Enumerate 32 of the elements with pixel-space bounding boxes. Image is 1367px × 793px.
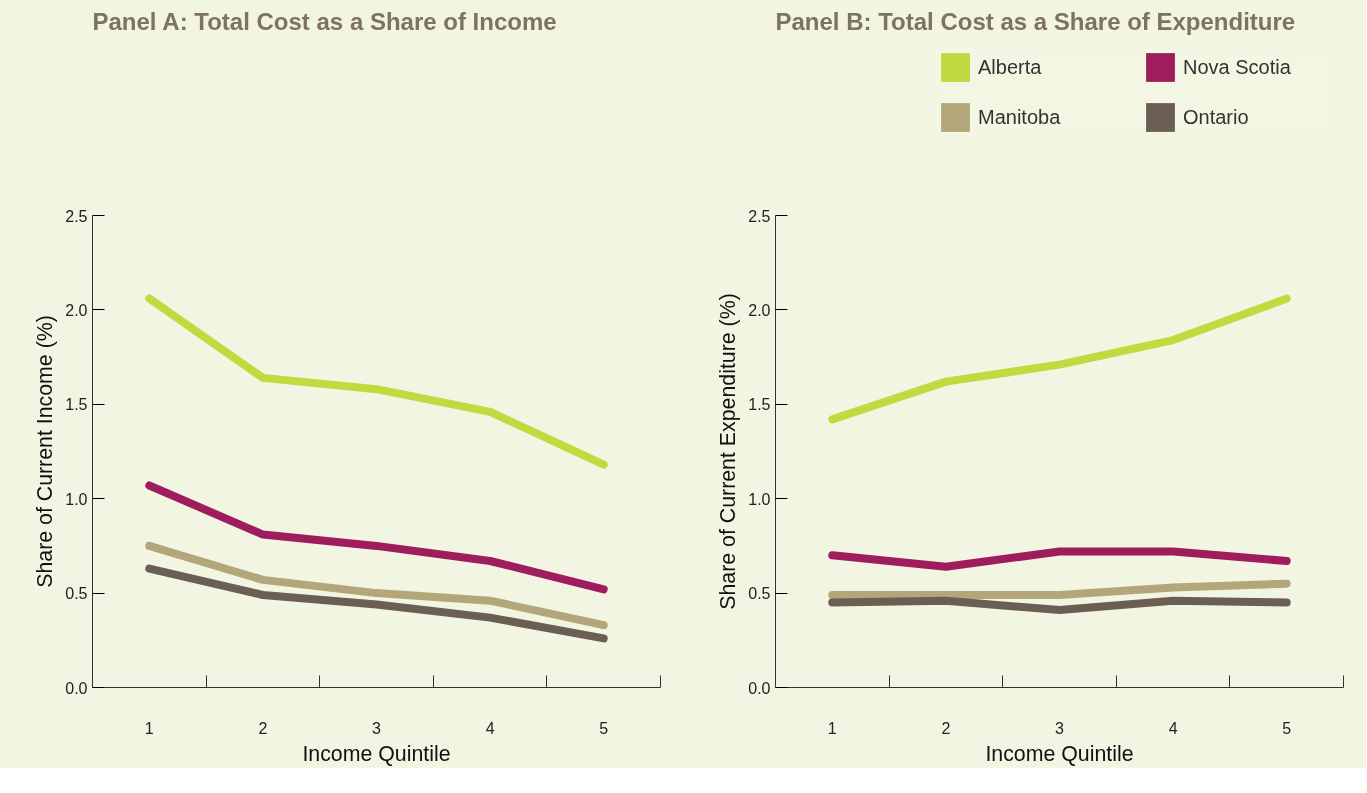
y-tick-label: 0.0: [748, 679, 771, 697]
legend-label: Manitoba: [978, 105, 1062, 129]
y-tick-label: 0.5: [65, 585, 88, 603]
x-axis-title: Income Quintile: [985, 741, 1134, 766]
x-tick-label: 5: [599, 719, 609, 737]
x-tick-label: 4: [485, 719, 495, 737]
x-tick-label: 3: [1055, 719, 1065, 737]
x-tick-label: 2: [941, 719, 951, 737]
legend-label: Ontario: [1183, 105, 1250, 129]
x-tick-label: 4: [1168, 719, 1178, 737]
x-tick-label: 2: [258, 719, 268, 737]
y-tick-label: 0.0: [65, 679, 88, 697]
y-tick-label: 0.5: [748, 585, 771, 603]
x-tick-label: 1: [827, 719, 837, 737]
chart-title: Panel B: Total Cost as a Share of Expenditure: [775, 7, 1296, 35]
y-tick-label: 2.5: [748, 207, 771, 225]
x-tick-label: 5: [1282, 719, 1292, 737]
x-tick-label: 1: [144, 719, 154, 737]
x-tick-label: 3: [372, 719, 382, 737]
legend-label: Alberta: [978, 55, 1043, 79]
legend-label: Nova Scotia: [1183, 55, 1292, 79]
y-tick-label: 1.0: [65, 490, 88, 508]
y-tick-label: 1.5: [65, 396, 88, 414]
x-axis-title: Income Quintile: [302, 741, 451, 766]
y-tick-label: 1.5: [748, 396, 771, 414]
y-axis-title: Share of Current Expenditure (%): [716, 293, 741, 610]
chart-title: Panel A: Total Cost as a Share of Income: [92, 7, 557, 35]
y-tick-label: 2.0: [748, 301, 771, 319]
y-tick-label: 1.0: [748, 490, 771, 508]
y-tick-label: 2.0: [65, 301, 88, 319]
y-axis-title: Share of Current Income (%): [33, 315, 58, 588]
y-tick-label: 2.5: [65, 207, 88, 225]
